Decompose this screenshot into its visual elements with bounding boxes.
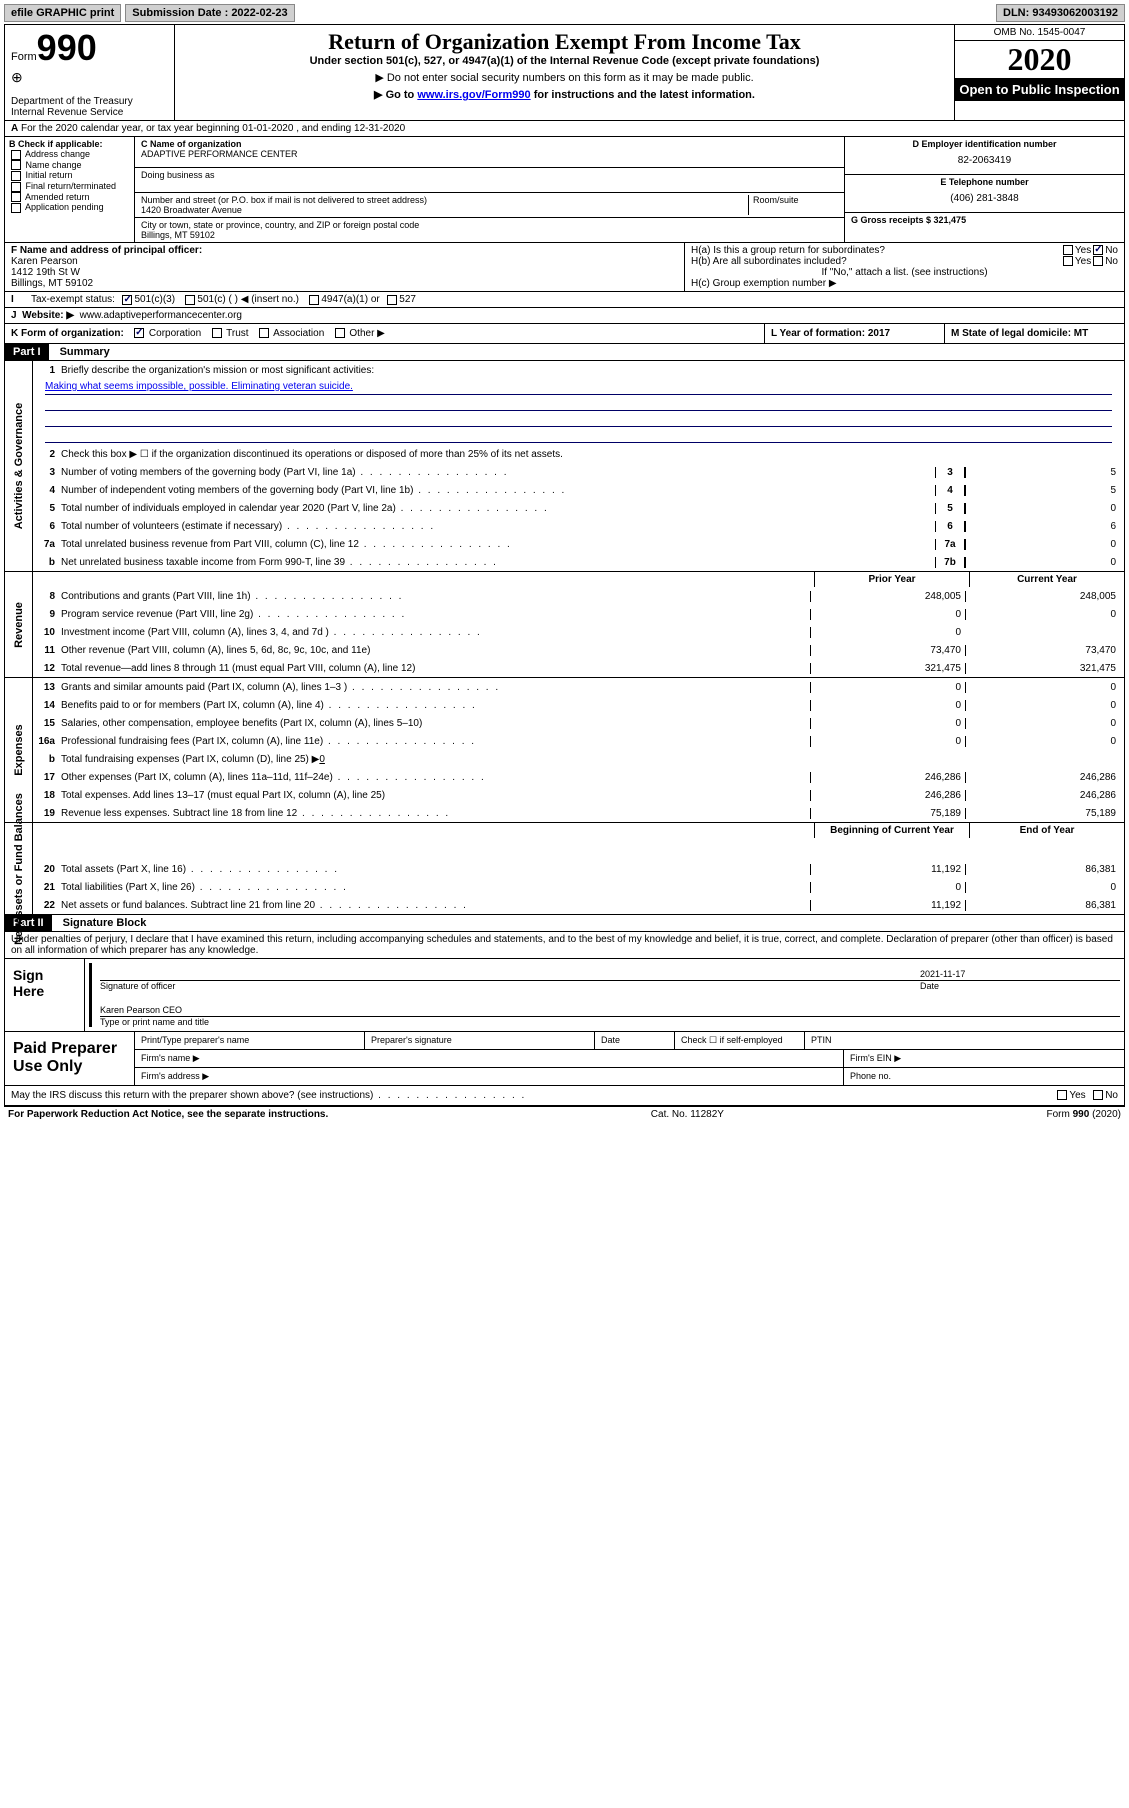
ein: 82-2063419 — [851, 155, 1118, 166]
form-number: 990 — [37, 27, 97, 68]
website-row: J Website: ▶ www.adaptiveperformancecent… — [4, 308, 1125, 324]
tax-year: 2020 — [955, 41, 1124, 78]
form-label: Form — [11, 51, 37, 63]
sign-here-section: Sign Here 2021-11-17 Signature of office… — [4, 959, 1125, 1032]
part2-title: Signature Block — [55, 915, 155, 931]
part1-header: Part I — [5, 344, 49, 360]
org-address: 1420 Broadwater Avenue — [141, 205, 748, 215]
section-f-h: F Name and address of principal officer:… — [4, 243, 1125, 292]
tax-status-row: I Tax-exempt status: 501(c)(3) 501(c) ( … — [4, 292, 1125, 308]
sign-date: 2021-11-17 — [920, 969, 1120, 979]
row-a: A For the 2020 calendar year, or tax yea… — [4, 121, 1125, 137]
efile-button[interactable]: efile GRAPHIC print — [4, 4, 121, 22]
subtitle-1: Under section 501(c), 527, or 4947(a)(1)… — [179, 55, 950, 67]
instruction-1: ▶ Do not enter social security numbers o… — [179, 71, 950, 84]
part1-netassets: Net Assets or Fund Balances Beginning of… — [4, 823, 1125, 915]
k-l-m-row: K Form of organization: Corporation Trus… — [4, 324, 1125, 344]
officer-name: Karen Pearson — [11, 256, 678, 267]
dln: DLN: 93493062003192 — [996, 4, 1125, 22]
discuss-row: May the IRS discuss this return with the… — [4, 1086, 1125, 1106]
part1-title: Summary — [52, 344, 118, 360]
website-url: www.adaptiveperformancecenter.org — [80, 310, 242, 321]
officer-signature-name: Karen Pearson CEO — [100, 1005, 182, 1015]
submission-date: Submission Date : 2022-02-23 — [125, 4, 294, 22]
part1-activities: Activities & Governance 1Briefly describ… — [4, 361, 1125, 572]
instruction-2: ▶ Go to www.irs.gov/Form990 for instruct… — [179, 88, 950, 101]
org-name: ADAPTIVE PERFORMANCE CENTER — [141, 149, 838, 159]
section-b-c-d: B Check if applicable: Address change Na… — [4, 137, 1125, 243]
open-to-public: Open to Public Inspection — [955, 78, 1124, 101]
form990-link[interactable]: www.irs.gov/Form990 — [417, 89, 530, 101]
paid-preparer-section: Paid Preparer Use Only Print/Type prepar… — [4, 1032, 1125, 1086]
dept-treasury: Department of the Treasury — [11, 96, 168, 107]
topbar: efile GRAPHIC print Submission Date : 20… — [4, 4, 1125, 22]
form-header: Form990 ⊕ Department of the Treasury Int… — [4, 24, 1125, 121]
form-title: Return of Organization Exempt From Incom… — [179, 29, 950, 55]
omb-number: OMB No. 1545-0047 — [955, 25, 1124, 41]
officer-addr2: Billings, MT 59102 — [11, 278, 678, 289]
org-city: Billings, MT 59102 — [141, 230, 838, 240]
col-d: D Employer identification number 82-2063… — [844, 137, 1124, 242]
page-footer: For Paperwork Reduction Act Notice, see … — [4, 1106, 1125, 1122]
officer-addr1: 1412 19th St W — [11, 267, 678, 278]
part1-expenses: Expenses 13Grants and similar amounts pa… — [4, 678, 1125, 823]
gross-receipts: G Gross receipts $ 321,475 — [851, 215, 1118, 225]
irs-label: Internal Revenue Service — [11, 107, 168, 118]
col-c: C Name of organization ADAPTIVE PERFORMA… — [135, 137, 844, 242]
telephone: (406) 281-3848 — [851, 193, 1118, 204]
declaration: Under penalties of perjury, I declare th… — [4, 932, 1125, 959]
part1-revenue: Revenue Prior YearCurrent Year 8Contribu… — [4, 572, 1125, 678]
mission-link[interactable]: Making what seems impossible, possible. … — [45, 381, 353, 392]
part2-header: Part II — [5, 915, 52, 931]
col-b: B Check if applicable: Address change Na… — [5, 137, 135, 242]
